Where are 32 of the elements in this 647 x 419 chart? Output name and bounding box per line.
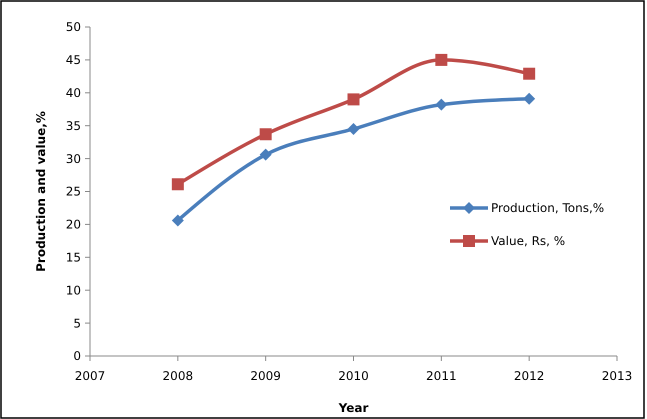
y-axis-title: Production and value,% (34, 111, 48, 272)
y-tick-label: 35 (66, 118, 81, 133)
point (348, 93, 360, 106)
x-tick-label: 2013 (602, 369, 632, 383)
x-tick-label: 2012 (514, 369, 544, 383)
y-tick-label: 40 (66, 86, 81, 100)
point (523, 68, 536, 80)
point (260, 148, 272, 161)
point (172, 214, 184, 226)
x-tick-label: 2010 (338, 369, 369, 383)
point (435, 54, 448, 66)
y-tick-label: 15 (66, 250, 81, 264)
point (435, 98, 448, 111)
point (348, 122, 360, 135)
y-tick-label: 10 (66, 283, 81, 298)
y-tick-label: 0 (73, 349, 81, 364)
x-tick-label: 2007 (74, 369, 106, 383)
x-tick-label: 2008 (162, 369, 194, 383)
y-tick-label: 25 (66, 184, 81, 199)
y-tick-label: 5 (73, 316, 81, 330)
legend-label: Value, Rs, % (491, 234, 566, 248)
x-axis-title: Year (338, 401, 368, 415)
point (260, 128, 272, 140)
y-tick-label: 45 (66, 53, 81, 68)
point (172, 178, 184, 190)
legend-label: Production, Tons,% (491, 201, 604, 216)
y-tick-label: 20 (66, 218, 81, 232)
y-tick-label: 30 (66, 152, 81, 166)
x-tick-label: 2009 (250, 369, 281, 383)
y-tick-label: 50 (66, 20, 81, 34)
point (523, 92, 536, 105)
x-tick-label: 2011 (426, 369, 457, 383)
